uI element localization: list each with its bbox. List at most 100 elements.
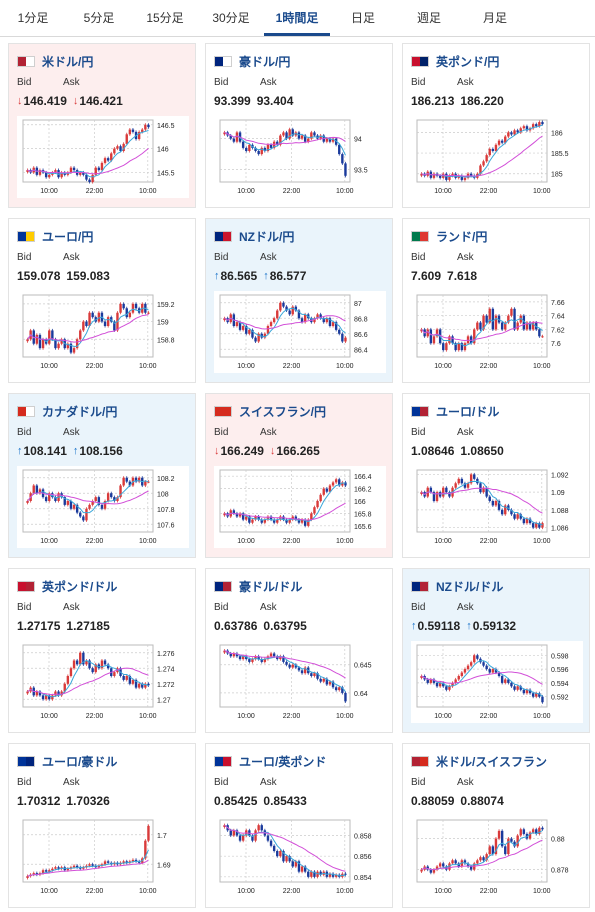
currency-pair-title[interactable]: ユーロ/豪ドル — [17, 753, 117, 769]
currency-pair-title[interactable]: ユーロ/ドル — [411, 403, 499, 419]
rate-card[interactable]: ユーロ/豪ドル Bid Ask 1.70312 1.70326 1.7 1.69 10:00 2… — [8, 743, 196, 908]
candle-body — [266, 326, 270, 334]
candle-body — [229, 653, 232, 657]
candle-body — [100, 162, 104, 171]
currency-pair-title[interactable]: NZドル/ドル — [411, 578, 503, 594]
candle-body — [522, 126, 526, 129]
ask-value: ↓ 146.421 — [72, 94, 123, 108]
tab-6[interactable]: 週足 — [416, 11, 441, 25]
currency-pair-title[interactable]: スイスフラン/円 — [214, 403, 326, 419]
tab-4[interactable]: 1時間足 — [264, 0, 330, 36]
currency-pair-title[interactable]: ユーロ/円 — [17, 228, 93, 244]
rate-card[interactable]: 豪ドル/ドル Bid Ask 0.63786 0.63795 0.645 0.64 10:00… — [205, 568, 393, 733]
currency-pair-title[interactable]: ユーロ/英ポンド — [214, 753, 326, 769]
tab-5[interactable]: 日足 — [350, 11, 375, 25]
rate-card[interactable]: 英ポンド/円 Bid Ask 186.213 186.220 186 185.5 185 10:… — [402, 43, 590, 208]
moving-average-line — [224, 315, 346, 330]
rate-card[interactable]: NZドル/円 Bid Ask ↑ 86.565 ↑ 86.577 87 86.8 86.6 86.4… — [205, 218, 393, 383]
price-chart[interactable]: 0.645 0.64 10:00 22:00 10:00 — [214, 641, 386, 723]
price-chart[interactable]: 1.092 1.09 1.088 1.086 10:00 22:00 10:00 — [411, 466, 583, 548]
candle-body — [485, 665, 488, 670]
price-chart[interactable]: 166.4 166.2 166 165.8 165.6 10:00 22:00 10:00 — [214, 466, 386, 548]
price-chart[interactable]: 159.2 159 158.8 10:00 22:00 10:00 — [17, 291, 189, 373]
candle-body — [97, 497, 101, 505]
price-chart[interactable]: 186 185.5 185 10:00 22:00 10:00 — [411, 116, 583, 198]
rate-card[interactable]: 米ドル/スイスフラン Bid Ask 0.88059 0.88074 0.88 0.878 1… — [402, 743, 590, 908]
candle-body — [147, 312, 150, 314]
currency-pair-title[interactable]: 米ドル/スイスフラン — [411, 753, 547, 769]
bid-label: Bid — [17, 252, 32, 263]
rate-card[interactable]: ユーロ/円 Bid Ask 159.078 159.083 159.2 159 158.8 10… — [8, 218, 196, 383]
tab-1[interactable]: 5分足 — [83, 11, 115, 25]
rate-card[interactable]: ユーロ/英ポンド Bid Ask 0.85425 0.85433 0.858 0.856 0.… — [205, 743, 393, 908]
candle-body — [435, 866, 439, 870]
price-chart[interactable]: 94 93.5 10:00 22:00 10:00 — [214, 116, 386, 198]
currency-pair-title[interactable]: ランド/円 — [411, 228, 487, 244]
currency-pair-title[interactable]: 英ポンド/円 — [411, 53, 499, 69]
price-chart[interactable]: 0.88 0.878 10:00 22:00 10:00 — [411, 816, 583, 898]
rate-card[interactable]: 豪ドル/円 Bid Ask 93.399 93.404 94 93.5 10:00 22:00 1… — [205, 43, 393, 208]
candle-body — [528, 832, 532, 839]
rate-card[interactable]: スイスフラン/円 Bid Ask ↓ 166.249 ↓ 166.265 166.4 166.2… — [205, 393, 393, 558]
candle-body — [79, 172, 82, 175]
candle-body — [510, 308, 513, 316]
candle-body — [272, 653, 276, 657]
price-chart[interactable]: 108.2 108 107.8 107.6 10:00 22:00 10:00 — [17, 466, 189, 548]
tab-7[interactable]: 月足 — [482, 11, 507, 25]
bid-label: Bid — [411, 252, 426, 263]
currency-pair-title[interactable]: NZドル/円 — [214, 228, 294, 244]
candle-body — [113, 148, 116, 154]
price-chart[interactable]: 7.66 7.64 7.62 7.6 10:00 22:00 10:00 — [411, 291, 583, 373]
candle-body — [528, 518, 532, 524]
price-chart[interactable]: 1.276 1.274 1.272 1.27 10:00 22:00 10:00 — [17, 641, 189, 723]
rate-card[interactable]: 米ドル/円 Bid Ask ↓ 146.419 ↓ 146.421 146.5 146 145.5… — [8, 43, 196, 208]
candle-body — [460, 175, 464, 180]
tab-0[interactable]: 1分足 — [17, 11, 49, 25]
flag-icon — [17, 55, 35, 67]
currency-pair-title[interactable]: 米ドル/円 — [17, 53, 93, 69]
tab-3[interactable]: 30分足 — [212, 11, 250, 25]
candle-body — [241, 141, 245, 148]
candle-body — [303, 519, 307, 526]
candle-body — [235, 830, 239, 836]
candle-body — [341, 333, 344, 342]
candle-body — [116, 497, 119, 501]
price-chart[interactable]: 87 86.8 86.6 86.4 10:00 22:00 10:00 — [214, 291, 386, 373]
candle-body — [235, 513, 239, 517]
candle-body — [538, 122, 541, 127]
candle-body — [66, 676, 70, 684]
moving-average-line — [224, 824, 346, 872]
candle-body — [497, 672, 501, 676]
candle-body — [35, 334, 39, 344]
price-chart[interactable]: 0.858 0.856 0.854 10:00 22:00 10:00 — [214, 816, 386, 898]
currency-pair-title[interactable]: 豪ドル/ドル — [214, 578, 302, 594]
currency-pair-title[interactable]: 英ポンド/ドル — [17, 578, 117, 594]
candle-body — [103, 501, 107, 509]
currency-pair-title[interactable]: カナダドル/円 — [17, 403, 117, 419]
x-tick-label: 10:00 — [237, 538, 255, 545]
candle-body — [285, 661, 288, 665]
candle-body — [119, 146, 122, 151]
rate-card[interactable]: ユーロ/ドル Bid Ask 1.08646 1.08650 1.092 1.09 1.088… — [402, 393, 590, 558]
candle-body — [463, 669, 467, 673]
candle-body — [313, 673, 316, 676]
rate-card[interactable]: NZドル/ドル Bid Ask ↑ 0.59118 ↑ 0.59132 0.598 0.596 0… — [402, 568, 590, 733]
price-chart[interactable]: 146.5 146 145.5 10:00 22:00 10:00 — [17, 116, 189, 198]
candle-body — [325, 488, 329, 492]
currency-pair-title[interactable]: 豪ドル/円 — [214, 53, 290, 69]
price-chart[interactable]: 1.7 1.69 10:00 22:00 10:00 — [17, 816, 189, 898]
candle-body — [91, 668, 94, 673]
candle-body — [41, 339, 45, 349]
price-chart[interactable]: 0.598 0.596 0.594 0.592 10:00 22:00 10:00 — [411, 641, 583, 723]
x-tick-label: 22:00 — [480, 538, 498, 545]
x-tick-label: 10:00 — [237, 888, 255, 895]
candle-body — [473, 474, 476, 479]
candle-body — [131, 679, 135, 684]
rate-card[interactable]: カナダドル/円 Bid Ask ↑ 108.141 ↑ 108.156 108.2 108 107… — [8, 393, 196, 558]
candle-body — [91, 501, 94, 505]
rate-card[interactable]: 英ポンド/ドル Bid Ask 1.27175 1.27185 1.276 1.274 1.2… — [8, 568, 196, 733]
tab-2[interactable]: 15分足 — [146, 11, 184, 25]
candle-body — [69, 501, 73, 509]
rate-card[interactable]: ランド/円 Bid Ask 7.609 7.618 7.66 7.64 7.62 7.6 10:0… — [402, 218, 590, 383]
candle-body — [504, 136, 507, 143]
